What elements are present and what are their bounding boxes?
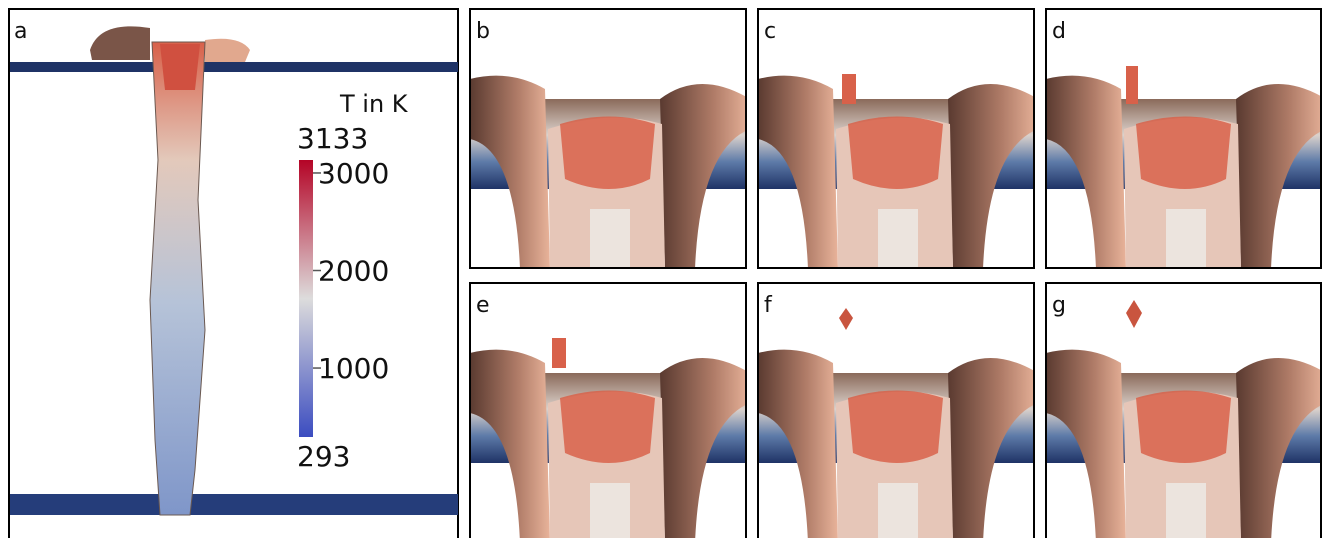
panel-label: f [764, 293, 773, 318]
tick-label: 3000 [318, 157, 389, 190]
colorbar-min: 293 [297, 440, 350, 473]
figure: T in K 3133 293 a b c d e f g 1000 2000 3000 [0, 0, 1324, 538]
panel-frame [9, 9, 458, 538]
colorbar [299, 160, 313, 437]
panel-label: a [14, 19, 27, 44]
panel-label: d [1052, 19, 1066, 44]
tick-label: 1000 [318, 352, 389, 385]
colorbar-title: T in K [339, 90, 409, 118]
tick-label: 2000 [318, 255, 389, 288]
panel-label: c [764, 19, 776, 44]
page: {"panels": ["a", "b", "c", "d", "e", "f"… [0, 0, 1324, 538]
panel-label: e [476, 293, 490, 318]
colorbar-max: 3133 [297, 122, 368, 155]
panel-label: g [1052, 293, 1066, 318]
panel-label: b [476, 19, 490, 44]
